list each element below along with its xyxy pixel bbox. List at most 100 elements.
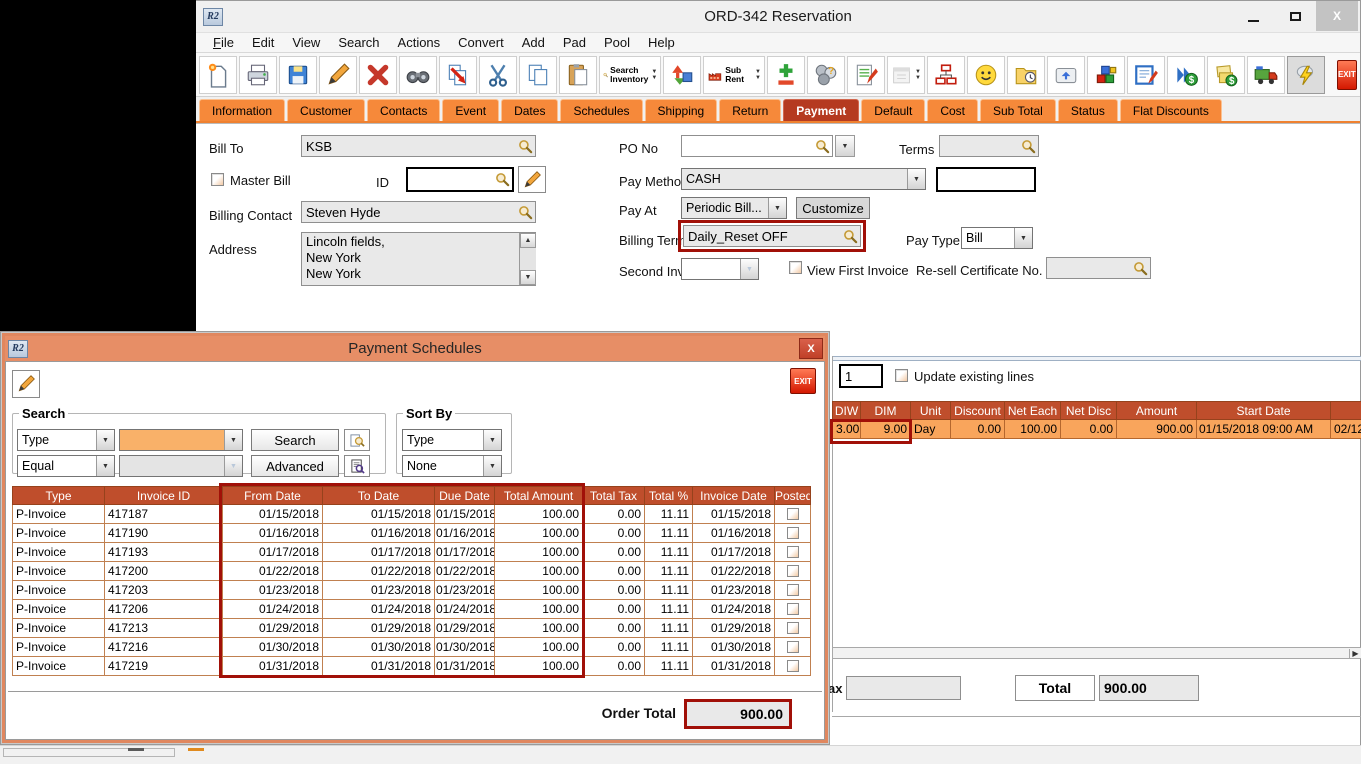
address-scrollbar[interactable]: ▲ ▼ [519, 233, 536, 285]
transfer-button[interactable] [663, 55, 702, 94]
billing-contact-field[interactable]: Steven Hyde [301, 201, 536, 223]
tab-contacts[interactable]: Contacts [367, 99, 441, 121]
pay-type-combo[interactable]: Bill ▼ [961, 227, 1033, 249]
table-row[interactable]: P-Invoice 417213 01/29/2018 01/29/2018 01/29… [12, 618, 811, 638]
order-lines-table[interactable]: DIW DIM Unit Discount Net Each Net Disc Amount… [832, 401, 1361, 439]
column-header[interactable]: Net Each [1004, 401, 1061, 420]
table-row[interactable]: P-Invoice 417219 01/31/2018 01/31/2018 01/31… [12, 656, 811, 676]
edit-id-button[interactable] [518, 166, 546, 193]
delivery-truck-button[interactable] [1247, 55, 1285, 94]
terms-field[interactable] [939, 135, 1039, 157]
table-row[interactable]: 3.00 9.00 Day 0.00 100.00 0.00 900.00 01/15/201… [832, 419, 1361, 439]
menu-add[interactable]: Add [521, 35, 545, 50]
tab-default[interactable]: Default [861, 99, 926, 121]
group-question-button[interactable]: ? [807, 55, 845, 94]
tab-payment[interactable]: Payment [783, 99, 860, 121]
column-header[interactable]: Total % [644, 486, 693, 505]
address-box[interactable]: Lincoln fields, New York New York [301, 232, 536, 286]
view-first-invoice-checkbox[interactable] [789, 261, 802, 274]
column-header[interactable]: Invoice ID [104, 486, 223, 505]
payment-forward-button[interactable]: $ [1167, 55, 1205, 94]
menu-file[interactable]: File [213, 35, 234, 50]
tab-information[interactable]: Information [199, 99, 286, 121]
column-header[interactable]: DIM [860, 401, 911, 420]
billing-terms-field[interactable]: Daily_Reset OFF [683, 225, 861, 247]
customer-smiley-button[interactable] [967, 55, 1005, 94]
advanced-button[interactable]: Advanced [251, 455, 339, 477]
id-field[interactable] [406, 167, 514, 192]
posted-checkbox[interactable] [786, 546, 799, 558]
tab-sub-total[interactable]: Sub Total [980, 99, 1056, 121]
calendar-button[interactable]: ▼ ▼ [887, 55, 925, 94]
menu-edit[interactable]: Edit [251, 35, 275, 50]
search-inventory-button[interactable]: Search Inventory ▼ ▼ [599, 55, 662, 94]
line-count-input[interactable]: 1 [839, 364, 883, 388]
scroll-up-button[interactable]: ▲ [520, 233, 536, 248]
taskbar-item[interactable] [3, 748, 175, 757]
column-header[interactable]: Invoice Date [692, 486, 775, 505]
menu-pool[interactable]: Pool [603, 35, 631, 50]
column-header[interactable]: Posted [774, 486, 811, 505]
bill-to-field[interactable]: KSB [301, 135, 536, 157]
scroll-down-button[interactable]: ▼ [520, 270, 536, 285]
posted-checkbox[interactable] [786, 660, 799, 672]
column-header[interactable]: Amount [1116, 401, 1197, 420]
folder-history-button[interactable] [1007, 55, 1045, 94]
column-header[interactable]: Total Tax [582, 486, 645, 505]
sub-rent-button[interactable]: Sub Rent ▼ ▼ [703, 55, 765, 94]
notepad-button[interactable] [847, 55, 885, 94]
sort-primary-combo[interactable]: Type ▼ [402, 429, 502, 451]
delete-button[interactable] [359, 55, 397, 94]
print-button[interactable] [239, 55, 277, 94]
edit-button[interactable] [319, 55, 357, 94]
tab-event[interactable]: Event [442, 99, 500, 121]
table-row[interactable]: P-Invoice 417206 01/24/2018 01/24/2018 01/24… [12, 599, 811, 619]
invoice-dollar-button[interactable]: $ [1207, 55, 1245, 94]
tab-dates[interactable]: Dates [501, 99, 559, 121]
posted-checkbox[interactable] [786, 584, 799, 596]
posted-checkbox[interactable] [786, 641, 799, 653]
column-header[interactable]: Discount [950, 401, 1005, 420]
second-invoice-date-combo[interactable]: ▼ [681, 258, 759, 280]
copy-special-button[interactable] [439, 55, 477, 94]
tab-cost[interactable]: Cost [927, 99, 978, 121]
search-operator-combo[interactable]: Equal ▼ [17, 455, 115, 477]
tax-field[interactable] [846, 676, 961, 700]
add-line-button[interactable] [767, 55, 805, 94]
tab-customer[interactable]: Customer [287, 99, 366, 121]
table-row[interactable]: P-Invoice 417187 01/15/2018 01/15/2018 01/15… [12, 504, 811, 524]
inventory-cubes-button[interactable] [1087, 55, 1125, 94]
tab-shipping[interactable]: Shipping [644, 99, 718, 121]
customize-button[interactable]: Customize [796, 197, 870, 219]
master-bill-checkbox[interactable] [211, 173, 224, 186]
menu-search[interactable]: Search [338, 35, 380, 50]
payment-schedules-table[interactable]: Type Invoice ID From Date To Date Due Date To… [12, 486, 811, 676]
table-row[interactable]: P-Invoice 417193 01/17/2018 01/17/2018 01/17… [12, 542, 811, 562]
maximize-button[interactable] [1274, 1, 1316, 31]
search-criteria-combo[interactable]: ▼ [119, 429, 243, 451]
keyboard-shortcut-button[interactable] [1047, 55, 1085, 94]
copy-button[interactable] [519, 55, 557, 94]
column-header[interactable]: Start Date [1196, 401, 1331, 420]
memo-edit-button[interactable] [1127, 55, 1165, 94]
po-no-field[interactable] [681, 135, 833, 157]
hierarchy-button[interactable] [927, 55, 965, 94]
tab-status[interactable]: Status [1057, 99, 1118, 121]
posted-checkbox[interactable] [786, 527, 799, 539]
exit-button[interactable]: EXIT [1336, 59, 1357, 90]
pay-method-extra-field[interactable] [936, 167, 1036, 192]
column-header[interactable]: From Date [222, 486, 323, 505]
po-no-dropdown[interactable]: ▼ [835, 135, 855, 157]
column-header[interactable]: Total Amount [494, 486, 583, 505]
new-document-button[interactable] [199, 55, 237, 94]
advanced-search-icon-button[interactable] [344, 455, 370, 477]
table-row[interactable]: P-Invoice 417190 01/16/2018 01/16/2018 01/16… [12, 523, 811, 543]
column-header[interactable]: DIW [832, 401, 861, 420]
menu-convert[interactable]: Convert [458, 35, 504, 50]
posted-checkbox[interactable] [786, 622, 799, 634]
posted-checkbox[interactable] [786, 603, 799, 615]
pay-method-combo[interactable]: CASH ▼ [681, 168, 926, 190]
column-header[interactable]: Net Disc [1060, 401, 1117, 420]
tab-return[interactable]: Return [719, 99, 782, 121]
quick-action-button[interactable] [1287, 55, 1325, 94]
